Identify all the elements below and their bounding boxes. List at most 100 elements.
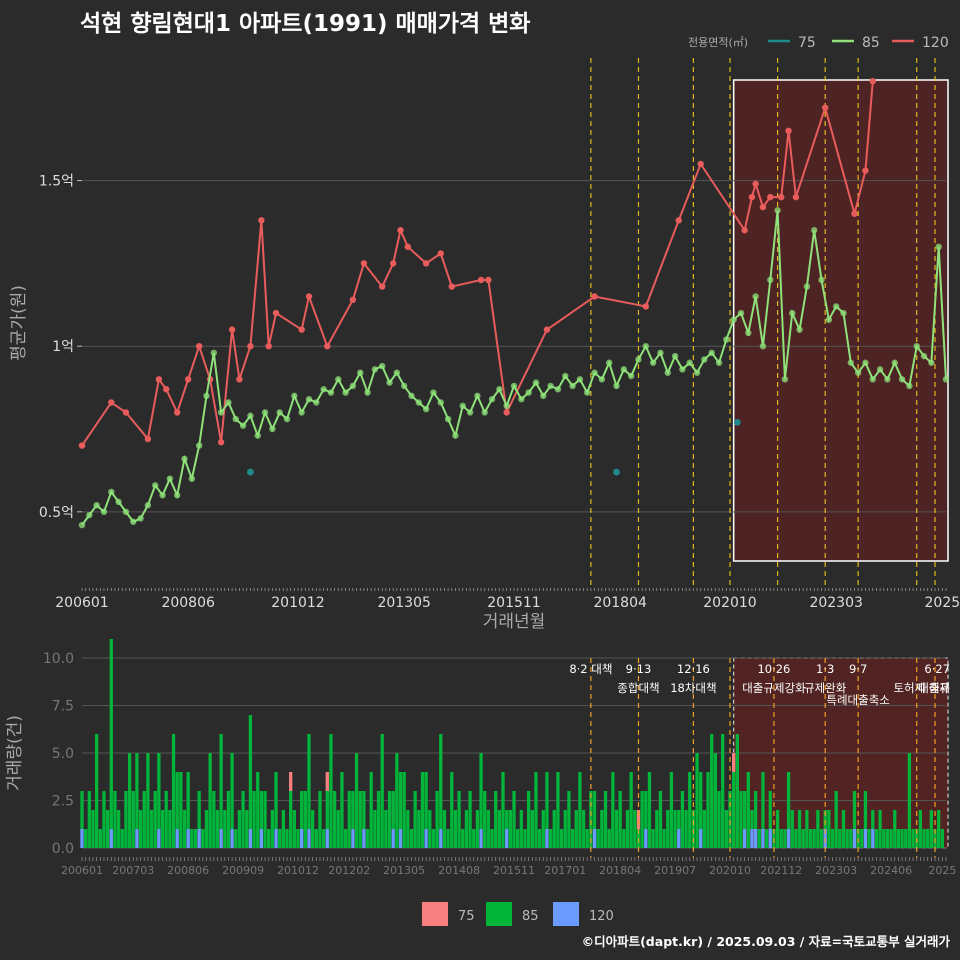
point-120 [122, 409, 130, 416]
bar-85 [764, 829, 769, 848]
point-85 [444, 415, 452, 423]
bar-85 [365, 829, 370, 848]
point-120 [397, 227, 404, 234]
bar-85 [710, 734, 714, 848]
point-85 [422, 405, 430, 413]
bar-120 [219, 829, 223, 848]
bar-85 [270, 810, 275, 848]
point-85 [217, 409, 225, 416]
point-85 [584, 389, 591, 396]
point-85 [137, 515, 144, 522]
bar-85 [589, 791, 593, 848]
bar-85 [625, 810, 630, 848]
bar-85 [885, 829, 890, 848]
y-axis-title: 평균가(원) [9, 285, 29, 361]
bar-85 [534, 772, 538, 848]
legend-label: 120 [922, 35, 949, 51]
bar-120 [186, 829, 190, 848]
point-85 [335, 376, 342, 383]
bar-85 [475, 810, 480, 848]
bar-85 [497, 810, 502, 848]
bar-85 [907, 753, 912, 848]
bar-85 [673, 810, 677, 848]
point-85 [342, 389, 349, 396]
bar-85 [84, 829, 88, 848]
bar-85 [369, 772, 373, 848]
bar-85 [768, 791, 772, 829]
point-85 [635, 356, 642, 363]
point-85 [605, 359, 613, 366]
point-85 [576, 376, 584, 383]
point-85 [474, 392, 481, 400]
legend-title: 전용면적(㎡) [688, 36, 748, 49]
bar-120 [259, 829, 264, 848]
bar-120 [424, 829, 428, 848]
point-85 [166, 475, 174, 482]
legend-swatch [486, 902, 512, 926]
bar-85 [153, 791, 157, 848]
bar-85 [940, 829, 944, 848]
point-120 [258, 217, 265, 224]
bar-85 [472, 829, 476, 848]
bar-85 [666, 810, 670, 848]
x-tick-label: 201305 [383, 864, 425, 877]
bar-85 [644, 791, 648, 829]
bar-85 [442, 810, 447, 848]
bar-85 [435, 791, 439, 848]
point-85 [100, 508, 108, 516]
bar-85 [168, 810, 172, 848]
bar-85 [340, 772, 344, 848]
bar-120 [863, 829, 868, 848]
bar-85 [186, 772, 190, 829]
bar-85 [757, 829, 761, 848]
point-120 [379, 283, 386, 290]
bar-85 [281, 810, 286, 848]
bar-85 [197, 791, 201, 829]
bar-85 [812, 829, 816, 848]
bar-85 [91, 810, 95, 848]
point-120 [792, 193, 800, 201]
point-85 [254, 432, 261, 439]
point-120 [851, 210, 858, 217]
policy-label-sub: 토허제 해제 [893, 681, 950, 695]
bar-85 [354, 753, 359, 848]
bar-85 [717, 791, 721, 848]
bar-120 [362, 829, 366, 848]
point-120 [503, 409, 510, 416]
point-85 [818, 276, 825, 284]
bar-85 [647, 772, 652, 848]
point-85 [693, 369, 701, 376]
point-85 [745, 329, 752, 337]
point-120 [759, 203, 767, 211]
bar-85 [424, 772, 428, 829]
point-85 [269, 425, 276, 433]
bar-85 [98, 829, 102, 848]
point-120 [448, 283, 455, 290]
point-85 [239, 422, 247, 429]
point-85 [811, 227, 818, 234]
bar-85 [603, 791, 608, 848]
bar-85 [289, 791, 293, 848]
point-85 [715, 359, 723, 366]
x-tick-label: 201701 [544, 864, 586, 877]
bar-85 [380, 734, 384, 848]
point-85 [657, 349, 664, 357]
x-tick-label: 201804 [599, 864, 641, 877]
point-120 [543, 326, 551, 333]
policy-label: 12·16 [677, 662, 710, 676]
bar-85 [171, 734, 176, 848]
bar-85 [336, 810, 340, 848]
bar-85 [398, 772, 403, 829]
bar-85 [581, 810, 586, 848]
bar-85 [446, 829, 450, 848]
bar-85 [457, 791, 461, 848]
point-120 [155, 376, 163, 383]
point-85 [144, 501, 152, 509]
bar-120 [852, 829, 857, 848]
bar-120 [248, 829, 253, 848]
bar-85 [226, 791, 231, 848]
bar-85 [453, 810, 458, 848]
bar-85 [702, 810, 707, 848]
bar-85 [526, 791, 531, 848]
point-85 [188, 475, 196, 482]
